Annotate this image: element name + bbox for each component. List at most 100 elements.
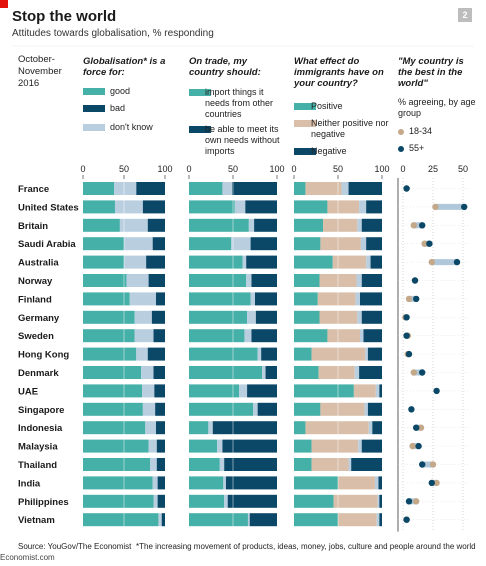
bar-globalisation-uae-good — [83, 384, 143, 398]
bar-globalisation-france-don-t-know — [114, 182, 137, 195]
tick-label-globalisation-50: 50 — [119, 164, 129, 174]
bar-trade-thailand-be-able-to-meet-its-own-needs-without-imports — [224, 458, 277, 471]
bar-globalisation-britain-good — [83, 218, 120, 232]
tick-label-globalisation-0: 0 — [80, 164, 85, 174]
bar-globalisation-uae-bad — [154, 384, 165, 398]
dot-18-34-finland — [405, 295, 413, 303]
tick-label-immigrants-100: 100 — [374, 164, 389, 174]
bar-globalisation-france-bad — [136, 182, 165, 195]
country-label-philippines: Philippines — [18, 497, 69, 508]
dot-55-plus-france — [403, 185, 410, 192]
bar-trade-india-be-able-to-meet-its-own-needs-without-imports — [225, 476, 277, 490]
bar-immigrants-finland-positive — [294, 292, 318, 306]
chart-subtitle: Attitudes towards globalisation, % respo… — [12, 28, 214, 39]
dot-55-plus-indonesia — [413, 424, 420, 431]
bar-immigrants-germany-don-t-know — [357, 310, 362, 324]
bar-immigrants-france-don-t-know — [341, 182, 349, 195]
country-label-france: France — [18, 184, 49, 195]
bar-globalisation-united-states-bad — [142, 200, 165, 214]
dot-55-plus-uae — [433, 387, 440, 395]
bar-globalisation-germany-bad — [151, 310, 165, 324]
bar-immigrants-saudi-arabia-positive — [294, 237, 321, 251]
bar-immigrants-britain-positive — [294, 218, 324, 232]
legend-label-self-sufficient: be able to meet its own needs without im… — [205, 124, 280, 156]
bar-globalisation-saudi-arabia-good — [83, 237, 124, 251]
legend-dot-55-plus — [398, 146, 404, 152]
bar-immigrants-norway-negative — [361, 274, 382, 287]
bar-trade-indonesia-be-able-to-meet-its-own-needs-without-imports — [212, 421, 277, 435]
bar-immigrants-india-neither-positive-nor-negative — [338, 476, 375, 490]
bar-immigrants-united-states-don-t-know — [359, 200, 367, 214]
survey-date-line2: November — [18, 66, 62, 77]
bar-globalisation-singapore-good — [83, 402, 143, 416]
bar-globalisation-finland-don-t-know — [129, 292, 156, 306]
dot-18-34-united-states — [432, 203, 439, 211]
bar-globalisation-hong-kong-bad — [147, 347, 165, 361]
bar-immigrants-vietnam-negative — [379, 513, 382, 527]
bar-immigrants-uae-neither-positive-nor-negative — [353, 384, 376, 398]
dot-55-plus-sweden — [403, 332, 410, 339]
bar-trade-australia-import-things-it-needs-from-other-countries — [189, 255, 243, 269]
bar-globalisation-thailand-don-t-know — [150, 458, 157, 471]
dot-55-plus-britain — [419, 222, 426, 229]
tick-label-immigrants-0: 0 — [291, 164, 296, 174]
bar-globalisation-vietnam-bad — [161, 513, 165, 527]
bar-trade-hong-kong-import-things-it-needs-from-other-countries — [189, 347, 258, 361]
tick-label-trade-100: 100 — [269, 164, 284, 174]
bar-immigrants-france-neither-positive-nor-negative — [305, 182, 342, 195]
bar-globalisation-norway-good — [83, 274, 127, 287]
bar-globalisation-hong-kong-good — [83, 347, 137, 361]
dot-55-plus-australia — [453, 258, 461, 266]
dot-55-plus-norway — [411, 277, 419, 284]
legend-swatch-import — [189, 89, 211, 96]
bar-immigrants-indonesia-positive — [294, 421, 306, 435]
bar-globalisation-australia-don-t-know — [124, 255, 147, 269]
survey-date-line3: 2016 — [18, 78, 40, 89]
bar-trade-singapore-don-t-know — [253, 402, 258, 416]
bar-immigrants-australia-don-t-know — [366, 255, 371, 269]
dot-55-plus-united-states — [461, 203, 468, 211]
bar-trade-finland-don-t-know — [250, 292, 255, 306]
bar-globalisation-britain-bad — [147, 218, 165, 232]
dot-55-plus-india — [428, 479, 435, 487]
bar-globalisation-indonesia-bad — [155, 421, 165, 435]
dot-18-34-philippines — [413, 498, 420, 505]
bar-trade-denmark-be-able-to-meet-its-own-needs-without-imports — [265, 366, 277, 379]
bar-trade-germany-don-t-know — [247, 310, 256, 324]
bar-trade-uae-be-able-to-meet-its-own-needs-without-imports — [247, 384, 277, 398]
bar-immigrants-sweden-don-t-know — [360, 329, 364, 343]
bar-trade-hong-kong-be-able-to-meet-its-own-needs-without-imports — [261, 347, 277, 361]
bar-globalisation-sweden-good — [83, 329, 135, 343]
bar-trade-philippines-import-things-it-needs-from-other-countries — [189, 494, 225, 508]
bar-trade-britain-be-able-to-meet-its-own-needs-without-imports — [254, 218, 277, 232]
bar-globalisation-malaysia-good — [83, 439, 149, 453]
panel-globalisation-title: Globalisation* is a force for: — [83, 56, 166, 78]
dot-18-34-indonesia — [417, 424, 425, 431]
survey-date-line1: October- — [18, 54, 55, 65]
country-label-germany: Germany — [18, 313, 60, 324]
bar-immigrants-uae-don-t-know — [375, 384, 380, 398]
bar-trade-philippines-be-able-to-meet-its-own-needs-without-imports — [227, 494, 277, 508]
bar-trade-france-be-able-to-meet-its-own-needs-without-imports — [232, 182, 277, 195]
bar-trade-singapore-be-able-to-meet-its-own-needs-without-imports — [257, 402, 277, 416]
bar-trade-saudi-arabia-import-things-it-needs-from-other-countries — [189, 237, 232, 251]
bar-immigrants-norway-don-t-know — [356, 274, 362, 287]
bar-trade-norway-import-things-it-needs-from-other-countries — [189, 274, 247, 287]
bar-globalisation-india-don-t-know — [152, 476, 158, 490]
bar-trade-india-don-t-know — [223, 476, 226, 490]
bar-globalisation-singapore-don-t-know — [142, 402, 156, 416]
tick-label-best-50: 50 — [458, 164, 468, 174]
dot-18-34-denmark — [410, 369, 417, 376]
bar-immigrants-norway-positive — [294, 274, 320, 287]
panel-best-country-title: "My country is the best in the world" — [398, 56, 464, 89]
bar-globalisation-australia-bad — [146, 255, 165, 269]
bar-immigrants-thailand-don-t-know — [348, 458, 352, 471]
tick-label-trade-0: 0 — [186, 164, 191, 174]
legend-swatch-positive — [294, 103, 316, 110]
bar-immigrants-saudi-arabia-don-t-know — [360, 237, 367, 251]
bar-trade-india-import-things-it-needs-from-other-countries — [189, 476, 224, 490]
bar-trade-finland-import-things-it-needs-from-other-countries — [189, 292, 251, 306]
bar-immigrants-britain-neither-positive-nor-negative — [323, 218, 358, 232]
survey-date: October- November 2016 — [18, 54, 62, 90]
country-label-denmark: Denmark — [18, 368, 59, 379]
